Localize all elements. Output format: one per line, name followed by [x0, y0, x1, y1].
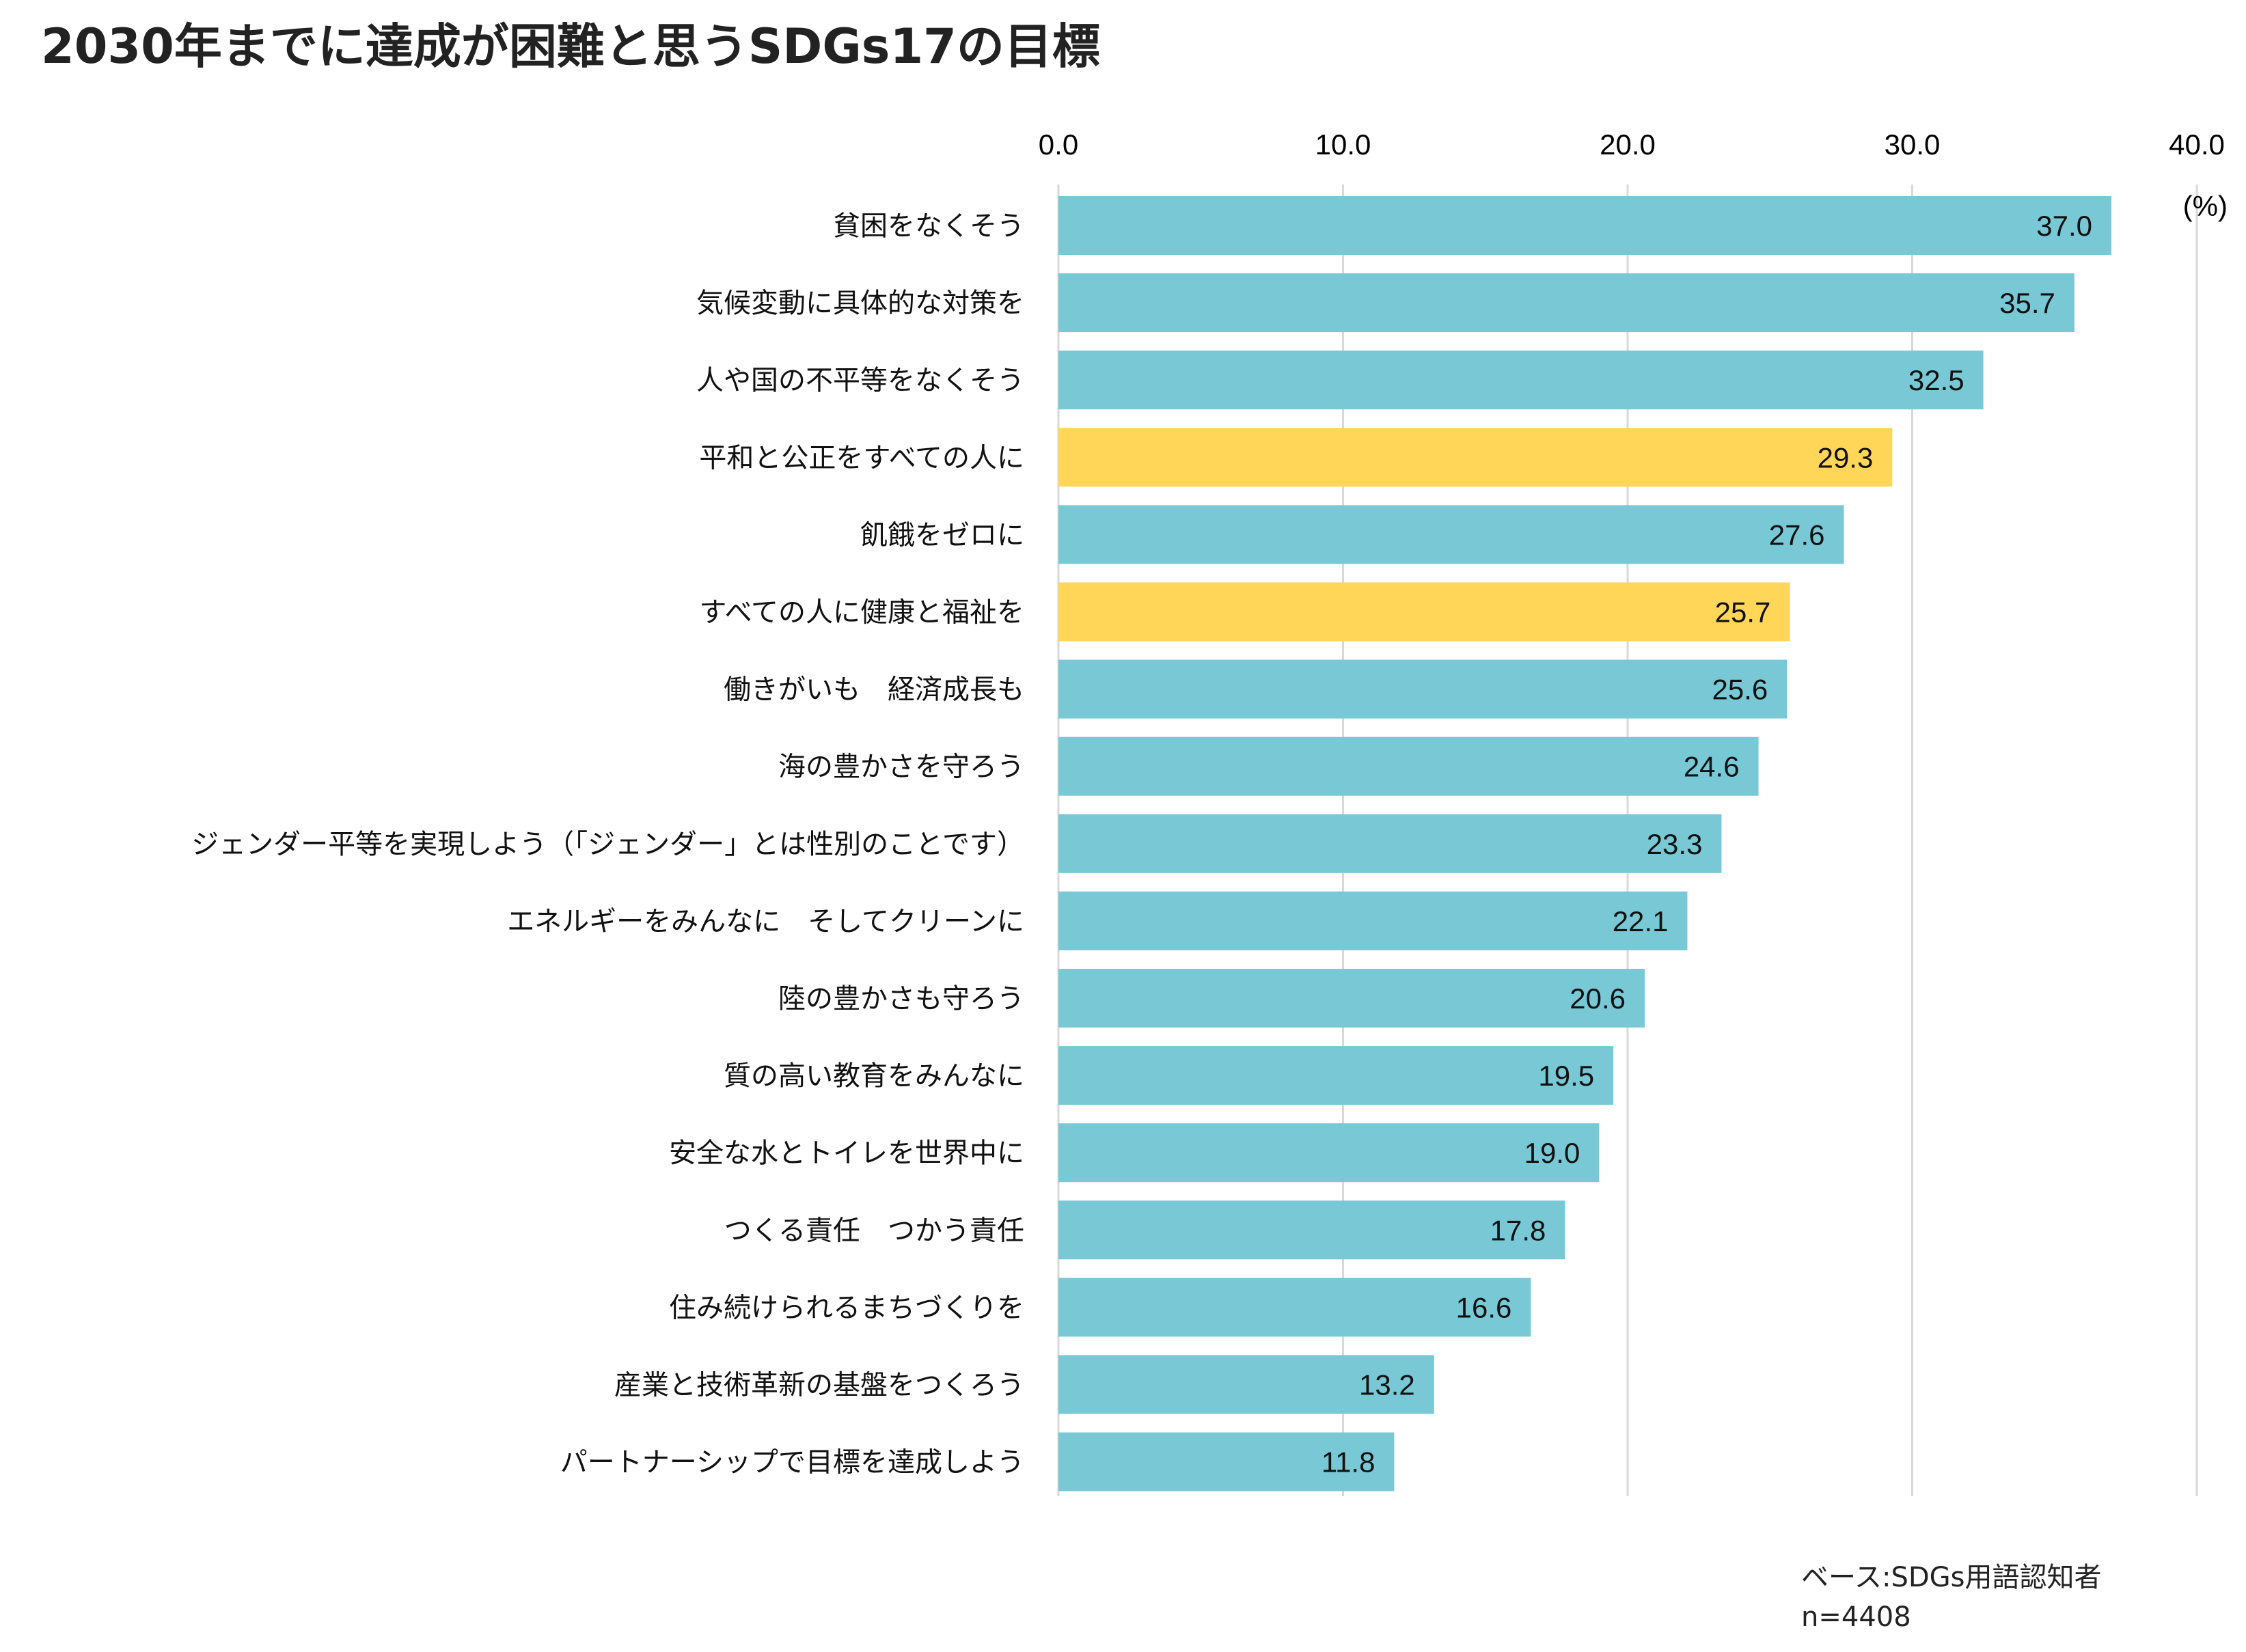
category-label: 質の高い教育をみんなに: [724, 1060, 1024, 1092]
bar: [1058, 1123, 1600, 1183]
category-label: 飢餓をゼロに: [860, 519, 1024, 551]
bar: [1058, 1278, 1531, 1337]
data-label: 19.0: [1524, 1137, 1580, 1169]
data-label: 19.5: [1538, 1060, 1594, 1092]
x-tick-label: 30.0: [1885, 128, 1941, 161]
bar: [1058, 273, 2074, 333]
bar: [1058, 582, 1790, 642]
data-label: 25.6: [1712, 674, 1768, 706]
data-label: 24.6: [1684, 751, 1740, 783]
footnote-base: ベース:SDGs用語認知者: [1801, 1562, 2102, 1593]
bar: [1058, 1046, 1614, 1105]
bar: [1058, 428, 1893, 487]
category-label: 平和と公正をすべての人に: [699, 442, 1024, 473]
data-label: 27.6: [1769, 519, 1825, 551]
category-label: 海の豊かさを守ろう: [778, 752, 1024, 783]
bar: [1058, 659, 1788, 719]
data-label: 23.3: [1647, 828, 1703, 860]
data-label: 32.5: [1908, 364, 1964, 396]
bar: [1058, 969, 1645, 1028]
x-tick-label: 0.0: [1039, 128, 1078, 161]
category-label: 働きがいも 経済成長も: [724, 674, 1024, 706]
data-label: 13.2: [1359, 1369, 1415, 1401]
bar: [1058, 196, 2112, 255]
category-label: 安全な水とトイレを世界中に: [669, 1138, 1024, 1169]
category-label: ジェンダー平等を実現しよう（「ジェンダー」とは性別のことです）: [191, 829, 1024, 860]
bar: [1058, 350, 1984, 410]
unit-label: (%): [2183, 190, 2228, 222]
x-tick-label: 20.0: [1600, 128, 1656, 161]
category-label: 気候変動に具体的な対策を: [696, 288, 1024, 319]
x-tick-label: 10.0: [1315, 128, 1371, 161]
category-label: つくる責任 つかう責任: [724, 1215, 1024, 1246]
data-label: 16.6: [1456, 1291, 1512, 1323]
chart-title: 2030年までに達成が困難と思うSDGs17の目標: [41, 18, 1100, 74]
category-label: エネルギーをみんなに そしてクリーンに: [507, 906, 1024, 937]
bar: [1058, 1200, 1565, 1260]
data-label: 37.0: [2036, 210, 2092, 242]
bar: [1058, 814, 1722, 873]
bar: [1058, 505, 1844, 564]
bar: [1058, 1432, 1395, 1491]
data-label: 35.7: [1999, 287, 2055, 319]
data-label: 25.7: [1715, 596, 1771, 629]
category-label: 住み続けられるまちづくりを: [669, 1292, 1024, 1323]
data-label: 29.3: [1818, 441, 1874, 473]
category-label: パートナーシップで目標を達成しよう: [560, 1447, 1024, 1478]
category-label: 貧困をなくそう: [833, 210, 1024, 242]
bar: [1058, 736, 1759, 796]
data-label: 11.8: [1321, 1446, 1375, 1478]
data-label: 20.6: [1570, 982, 1626, 1015]
bar: [1058, 1355, 1434, 1414]
category-label: 産業と技術革新の基盤をつくろう: [614, 1370, 1024, 1401]
category-label: 陸の豊かさも守ろう: [778, 983, 1024, 1015]
footnote-n: n=4408: [1801, 1601, 1911, 1633]
data-label: 22.1: [1613, 905, 1669, 937]
category-label: すべての人に健康と福祉を: [699, 597, 1024, 629]
category-label: 人や国の不平等をなくそう: [696, 365, 1024, 396]
x-tick-label: 40.0: [2169, 128, 2225, 161]
bar: [1058, 891, 1688, 950]
data-label: 17.8: [1490, 1214, 1546, 1246]
